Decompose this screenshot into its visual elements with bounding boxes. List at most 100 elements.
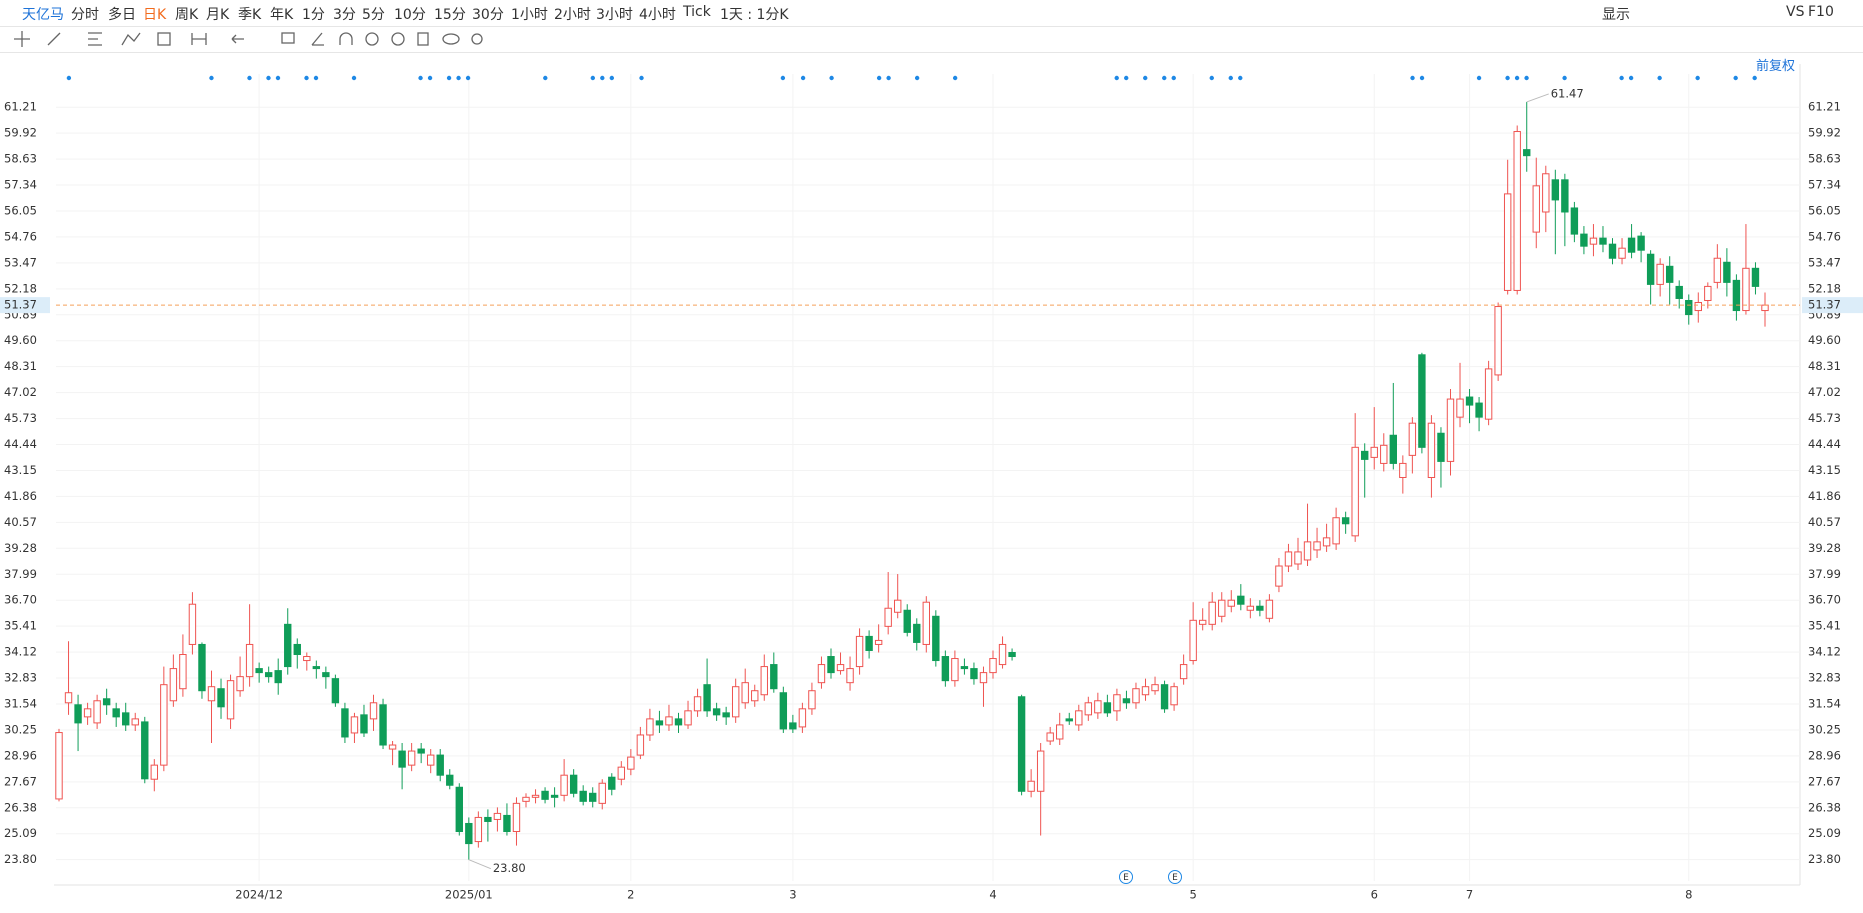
candle-body <box>1370 446 1378 458</box>
toolbar-button[interactable]: F10 <box>1808 4 1834 20</box>
event-dot <box>418 75 423 81</box>
candle-body <box>1008 651 1016 658</box>
tool-rect[interactable] <box>157 32 171 46</box>
y-tick-label: 32.83 <box>1808 671 1841 685</box>
period-tab[interactable]: 30分 <box>472 7 504 23</box>
candle-body <box>293 643 301 656</box>
tool-hide[interactable] <box>391 32 405 46</box>
period-tab[interactable]: 3分 <box>333 7 356 23</box>
candle-body <box>436 754 444 776</box>
candle-body <box>83 708 92 718</box>
tool-arrow[interactable] <box>231 34 244 44</box>
period-tab[interactable]: 1分 <box>302 7 325 23</box>
period-tab[interactable]: 1天 : 1分K <box>720 7 789 23</box>
candle-body <box>636 734 645 756</box>
y-tick-label: 35.41 <box>4 619 37 633</box>
y-tick-label: 45.73 <box>1808 411 1841 425</box>
period-tab[interactable]: 5分 <box>362 7 385 23</box>
event-dot <box>543 75 548 81</box>
tool-note[interactable] <box>281 32 295 44</box>
event-dot <box>914 75 920 81</box>
y-tick-label: 30.25 <box>4 722 37 736</box>
candle-body <box>1027 780 1035 792</box>
period-tab[interactable]: 月K <box>206 7 230 23</box>
candle-body <box>1751 267 1760 287</box>
event-dot <box>600 75 605 81</box>
candle-body <box>512 802 521 833</box>
candle-body <box>1198 619 1207 625</box>
candle-body <box>188 603 197 645</box>
y-tick-label: 36.70 <box>1808 593 1841 607</box>
event-dot <box>427 75 433 81</box>
y-tick-label: 35.41 <box>1808 619 1841 633</box>
event-dot <box>1209 75 1214 81</box>
tool-eye[interactable] <box>365 32 379 46</box>
y-tick-label: 49.60 <box>4 333 37 347</box>
period-tab[interactable]: 日K <box>143 7 167 23</box>
period-tab[interactable]: 2小时 <box>554 7 591 23</box>
candle-body <box>922 601 930 645</box>
event-dot <box>1171 75 1176 81</box>
y-tick-label: 25.09 <box>1808 826 1841 840</box>
y-tick-label: 41.86 <box>4 489 37 503</box>
adjust-button[interactable]: 前复权 <box>1756 59 1796 74</box>
event-dot <box>1695 75 1700 81</box>
period-tab[interactable]: 3小时 <box>596 7 633 23</box>
period-tab[interactable]: 10分 <box>394 7 426 23</box>
y-tick-label: 31.54 <box>4 696 37 710</box>
y-tick-label: 30.25 <box>1808 722 1841 736</box>
y-tick-label: 49.60 <box>1808 333 1841 347</box>
candle-body <box>303 656 311 662</box>
period-tab[interactable]: 多日 <box>108 7 136 23</box>
toolbar-button[interactable]: VS <box>1786 4 1805 20</box>
candle-body <box>836 664 845 672</box>
tool-channel[interactable] <box>88 32 102 46</box>
candle-body <box>1523 149 1531 157</box>
tool-wave[interactable] <box>121 32 141 46</box>
candle-body <box>150 764 159 780</box>
tool-link[interactable] <box>442 33 460 45</box>
candle-body <box>1160 684 1169 710</box>
candle-body <box>1475 402 1483 418</box>
candle-body <box>465 822 473 845</box>
tool-settings[interactable] <box>471 33 483 45</box>
candle-body <box>1742 267 1750 312</box>
tool-delete[interactable] <box>417 32 429 46</box>
candle-body <box>855 635 864 668</box>
period-tab[interactable]: 4小时 <box>639 7 676 23</box>
candle-body <box>1132 688 1140 704</box>
period-tab[interactable]: Tick <box>683 4 711 20</box>
y-tick-label: 45.73 <box>4 411 37 425</box>
candle-body <box>1618 247 1626 259</box>
candle-body <box>207 686 216 702</box>
period-tab[interactable]: 1小时 <box>511 7 548 23</box>
period-tab[interactable]: 15分 <box>434 7 466 23</box>
event-dot <box>886 75 891 81</box>
y-tick-label: 56.05 <box>4 203 37 217</box>
candle-body <box>1542 173 1550 213</box>
candle-body <box>865 635 873 651</box>
y-tick-label: 47.02 <box>1808 385 1841 399</box>
toolbar-button[interactable]: 显示 <box>1602 7 1630 23</box>
stock-name[interactable]: 天亿马 <box>22 7 64 23</box>
tool-line[interactable] <box>47 32 61 46</box>
period-tab[interactable]: 季K <box>238 7 262 23</box>
y-tick-label: 59.92 <box>1808 126 1841 140</box>
tool-magnet[interactable] <box>339 32 353 45</box>
candle-body <box>1256 605 1264 611</box>
candle-body <box>531 794 540 798</box>
tool-measure[interactable] <box>191 33 207 45</box>
period-tab[interactable]: 年K <box>270 7 294 23</box>
candle-body <box>1275 565 1283 587</box>
period-tab[interactable]: 周K <box>175 7 199 23</box>
y-tick-label: 40.57 <box>1808 515 1841 529</box>
y-tick-label: 26.38 <box>4 800 37 814</box>
period-tab[interactable]: 分时 <box>71 7 99 23</box>
candle-body <box>569 774 578 794</box>
tool-angle[interactable] <box>311 32 324 46</box>
candle-body <box>1437 432 1445 462</box>
candle-body <box>388 744 397 750</box>
y-tick-label: 28.96 <box>1808 748 1841 762</box>
tool-move[interactable] <box>14 31 30 47</box>
candle-body <box>112 708 120 718</box>
